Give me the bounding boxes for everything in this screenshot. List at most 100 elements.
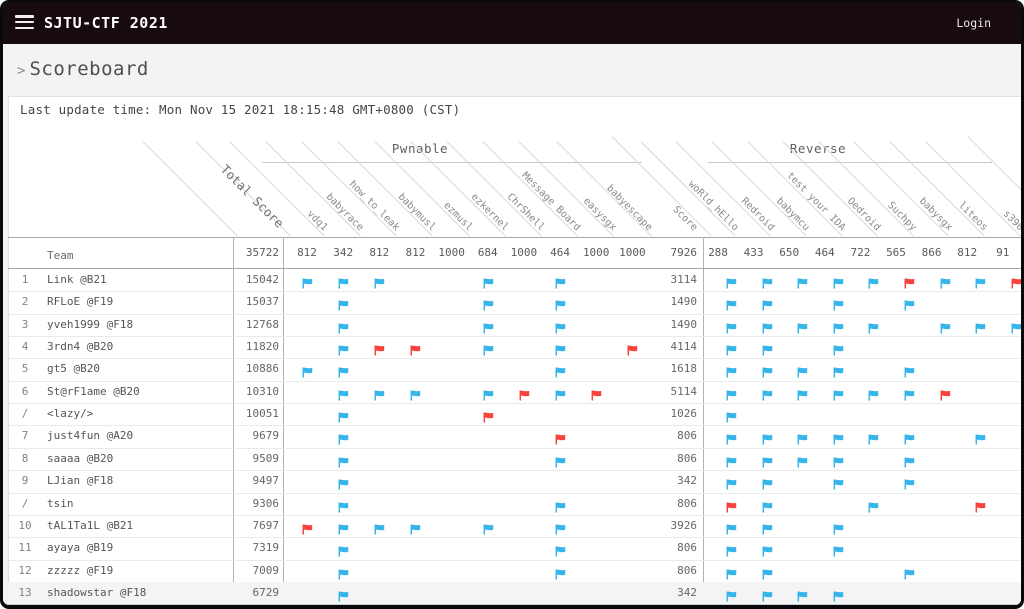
category-label-pwnable: Pwnable — [391, 141, 449, 156]
solve-flag-icon — [940, 319, 951, 334]
solve-flag-icon — [940, 274, 951, 289]
solve-flag-icon — [904, 363, 915, 378]
team-total-score: 9679 — [252, 429, 280, 443]
team-total-score: 9497 — [252, 474, 280, 488]
pwnable-score: 1618 — [670, 362, 698, 376]
solve-flag-icon — [904, 386, 915, 401]
row-border — [8, 514, 1021, 516]
team-name[interactable]: Link @B21 — [47, 273, 107, 286]
solve-flag-icon — [555, 274, 566, 289]
pwnable-score: 1026 — [670, 407, 698, 421]
team-name[interactable]: LJian @F18 — [47, 474, 114, 488]
column-points: 1000 — [438, 246, 465, 259]
firstblood-flag-icon — [975, 498, 986, 512]
solve-flag-icon — [975, 319, 986, 334]
category-underline — [708, 162, 992, 163]
team-name[interactable]: <lazy/> — [47, 407, 94, 421]
solve-flag-icon — [833, 430, 844, 445]
team-total-score: 15042 — [245, 273, 279, 286]
pwnable-score-points: 7926 — [670, 246, 698, 259]
column-points: 464 — [550, 246, 570, 259]
team-name[interactable]: 3rdn4 @B20 — [47, 340, 114, 354]
solve-flag-icon — [797, 587, 808, 602]
solve-flag-icon — [338, 565, 349, 580]
solve-flag-icon — [762, 453, 773, 468]
solve-flag-icon — [762, 587, 773, 602]
category-label-reverse: Reverse — [789, 141, 847, 156]
column-points: 722 — [850, 246, 871, 259]
column-points: 1000 — [510, 246, 538, 259]
column-points: 812 — [369, 246, 390, 259]
solve-flag-icon — [726, 386, 737, 401]
team-name[interactable]: yveh1999 @F18 — [47, 317, 134, 331]
column-points: 342 — [333, 246, 354, 259]
firstblood-flag-icon — [591, 386, 602, 401]
login-link[interactable]: Login — [956, 16, 991, 30]
solve-flag-icon — [555, 565, 566, 580]
solve-flag-icon — [726, 363, 737, 378]
team-rank: 9 — [21, 474, 29, 488]
row-border — [8, 291, 1021, 293]
solve-flag-icon — [302, 274, 313, 289]
column-points: 812 — [957, 246, 978, 259]
chevron-right-icon: > — [17, 63, 26, 79]
hamburger-menu-icon[interactable] — [15, 15, 34, 31]
row-border — [8, 537, 1021, 539]
total-points: 35722 — [245, 246, 279, 259]
column-border — [283, 237, 284, 605]
team-name[interactable]: shadowstar @F18 — [47, 585, 147, 599]
solve-flag-icon — [726, 565, 737, 580]
team-rank: 3 — [21, 317, 29, 331]
solve-flag-icon — [762, 520, 773, 535]
column-points: 91 — [996, 246, 1010, 259]
solve-flag-icon — [762, 274, 773, 289]
solve-flag-icon — [904, 453, 915, 468]
solve-flag-icon — [726, 475, 737, 490]
team-name[interactable]: tsin — [47, 496, 74, 510]
pwnable-score: 806 — [677, 496, 697, 510]
team-name[interactable]: tAL1Ta1L @B21 — [47, 518, 134, 532]
solve-flag-icon — [726, 542, 737, 557]
team-rank: / — [21, 407, 29, 421]
solve-flag-icon — [555, 363, 566, 378]
solve-flag-icon — [338, 274, 349, 289]
header-diagonal-line — [142, 141, 238, 237]
pwnable-score: 806 — [677, 429, 697, 443]
column-points: 812 — [297, 246, 317, 259]
solve-flag-icon — [555, 319, 566, 334]
solve-flag-icon — [338, 408, 349, 423]
solve-flag-icon — [726, 341, 737, 356]
team-name[interactable]: St@rF1ame @B20 — [47, 384, 140, 398]
team-name[interactable]: zzzzz @F19 — [47, 563, 114, 577]
solve-flag-icon — [762, 386, 773, 401]
solve-flag-icon — [833, 453, 844, 468]
column-points: 1000 — [619, 246, 646, 259]
team-name[interactable]: gt5 @B20 — [47, 362, 100, 376]
team-name[interactable]: ayaya @B19 — [47, 541, 114, 555]
team-rank: 13 — [18, 585, 32, 599]
solve-flag-icon — [975, 430, 986, 445]
row-border — [8, 447, 1021, 449]
row-border — [8, 559, 1021, 561]
team-total-score: 12768 — [245, 317, 279, 331]
column-points: 866 — [921, 246, 942, 259]
solve-flag-icon — [833, 587, 844, 602]
solve-flag-icon — [833, 274, 844, 289]
team-total-score: 15037 — [245, 295, 279, 309]
pwnable-score: 806 — [677, 541, 697, 555]
solve-flag-icon — [797, 453, 808, 468]
solve-flag-icon — [762, 430, 773, 445]
solve-flag-icon — [833, 475, 844, 490]
firstblood-flag-icon — [410, 341, 421, 356]
solve-flag-icon — [338, 341, 349, 356]
team-total-score: 9306 — [252, 496, 280, 510]
team-name[interactable]: just4fun @A20 — [47, 429, 134, 443]
category-underline — [262, 162, 642, 163]
team-rank: 4 — [21, 340, 29, 354]
solve-flag-icon — [868, 274, 879, 289]
team-name[interactable]: saaaa @B20 — [47, 451, 114, 465]
team-name[interactable]: RFLoE @F19 — [47, 295, 114, 309]
solve-flag-icon — [555, 341, 566, 356]
solve-flag-icon — [410, 386, 421, 401]
